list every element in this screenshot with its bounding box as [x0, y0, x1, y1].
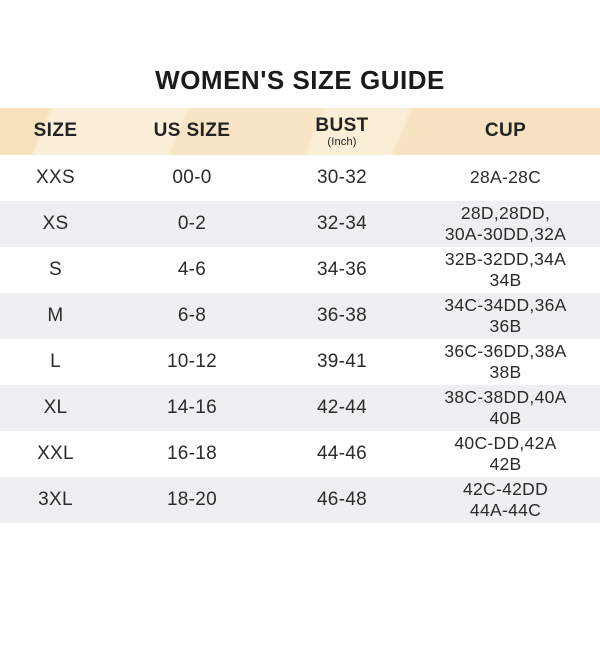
bust-unit-label: (Inch): [327, 135, 357, 148]
cell-size: XS: [42, 212, 69, 234]
cell-bust: 30-32: [316, 166, 368, 188]
table-row: XXS 00-0 30-32 28A-28C: [0, 154, 600, 201]
cell-bust: 36-38: [316, 304, 368, 326]
cell-us-size: 6-8: [177, 304, 207, 326]
cell-us-size: 10-12: [166, 350, 218, 372]
cell-bust: 32-34: [316, 212, 368, 234]
cell-size: S: [49, 258, 62, 280]
cell-us-size: 14-16: [166, 396, 218, 418]
cell-bust: 34-36: [316, 258, 368, 280]
table-body: XXS 00-0 30-32 28A-28C XS 0-2 32-34 28D,…: [0, 154, 600, 523]
cell-us-size: 4-6: [177, 258, 207, 280]
cell-cup: 38C-38DD,40A 40B: [444, 386, 567, 428]
cell-bust: 44-46: [316, 442, 368, 464]
header-bust-label: BUST: [315, 114, 369, 136]
cell-cup: 32B-32DD,34A 34B: [444, 248, 567, 290]
cell-size: XL: [43, 396, 68, 418]
table-row: L 10-12 39-41 36C-36DD,38A 38B: [0, 338, 600, 385]
cell-cup: 34C-34DD,36A 36B: [444, 294, 567, 336]
table-row: XS 0-2 32-34 28D,28DD, 30A-30DD,32A: [0, 200, 600, 247]
cell-size: 3XL: [38, 488, 73, 510]
cell-size: L: [50, 350, 61, 372]
cell-size: XXL: [37, 442, 74, 464]
size-guide-page: WOMEN'S SIZE GUIDE SIZE US SIZE BUST (In…: [0, 66, 600, 666]
header-us-size-label: US SIZE: [153, 120, 231, 142]
cell-bust: 42-44: [316, 396, 368, 418]
cell-us-size: 0-2: [177, 212, 207, 234]
table-row: 3XL 18-20 46-48 42C-42DD 44A-44C: [0, 476, 600, 523]
cell-size: M: [47, 304, 64, 326]
cell-cup: 28D,28DD, 30A-30DD,32A: [444, 202, 567, 244]
cell-us-size: 16-18: [166, 442, 218, 464]
size-guide-table: SIZE US SIZE BUST (Inch) CUP XXS 00-0 30…: [0, 107, 600, 523]
table-row: S 4-6 34-36 32B-32DD,34A 34B: [0, 246, 600, 293]
header-size-label: SIZE: [33, 120, 78, 142]
cell-cup: 40C-DD,42A 42B: [454, 432, 557, 474]
header-cell-cup: CUP: [411, 120, 600, 142]
cell-bust: 46-48: [316, 488, 368, 510]
table-header-row: SIZE US SIZE BUST (Inch) CUP: [0, 107, 600, 155]
page-title: WOMEN'S SIZE GUIDE: [155, 65, 445, 95]
header-cell-bust: BUST (Inch): [273, 115, 411, 148]
table-row: M 6-8 36-38 34C-34DD,36A 36B: [0, 292, 600, 339]
cell-bust: 39-41: [316, 350, 368, 372]
cell-cup: 42C-42DD 44A-44C: [462, 478, 549, 520]
header-cell-us-size: US SIZE: [111, 120, 273, 142]
cell-cup: 36C-36DD,38A 38B: [444, 340, 567, 382]
cell-us-size: 00-0: [172, 166, 212, 188]
table-row: XXL 16-18 44-46 40C-DD,42A 42B: [0, 430, 600, 477]
cell-size: XXS: [36, 166, 75, 188]
cell-cup: 28A-28C: [469, 167, 542, 188]
header-cell-size: SIZE: [0, 120, 111, 142]
header-cup-label: CUP: [484, 120, 527, 142]
table-row: XL 14-16 42-44 38C-38DD,40A 40B: [0, 384, 600, 431]
cell-us-size: 18-20: [166, 488, 218, 510]
